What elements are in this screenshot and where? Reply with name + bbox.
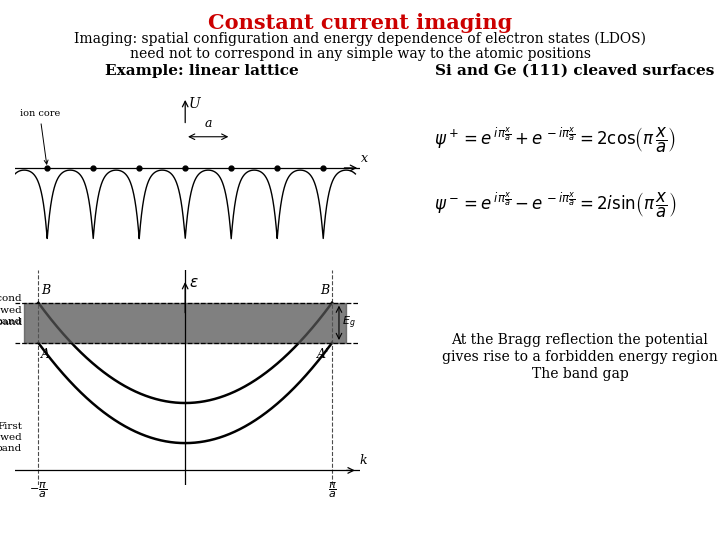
Text: need not to correspond in any simple way to the atomic positions: need not to correspond in any simple way… — [130, 47, 590, 61]
Text: a: a — [204, 117, 212, 130]
Text: First
allowed
band: First allowed band — [0, 422, 22, 453]
Text: $\psi^- = e^{\,i\pi\frac{x}{a}} - e^{\,-i\pi\frac{x}{a}} = 2i\sin\!\left(\pi\,\d: $\psi^- = e^{\,i\pi\frac{x}{a}} - e^{\,-… — [434, 191, 676, 220]
Text: gives rise to a forbidden energy region: gives rise to a forbidden energy region — [442, 350, 718, 364]
Text: U: U — [189, 97, 200, 111]
Text: A': A' — [318, 348, 330, 361]
Text: B: B — [320, 285, 330, 298]
Text: $\dfrac{\pi}{a}$: $\dfrac{\pi}{a}$ — [328, 481, 336, 500]
Text: B: B — [41, 285, 50, 298]
Text: $E_g$: $E_g$ — [342, 315, 356, 331]
Text: x: x — [361, 152, 368, 165]
Text: At the Bragg reflection the potential: At the Bragg reflection the potential — [451, 333, 708, 347]
Text: A: A — [41, 348, 50, 361]
Text: Forbidden band: Forbidden band — [0, 319, 22, 327]
Text: Example: linear lattice: Example: linear lattice — [105, 64, 299, 78]
Text: Imaging: spatial configuration and energy dependence of electron states (LDOS): Imaging: spatial configuration and energ… — [74, 32, 646, 46]
Text: k: k — [359, 454, 366, 467]
Text: Si and Ge (111) cleaved surfaces: Si and Ge (111) cleaved surfaces — [435, 64, 714, 78]
Text: $\epsilon$: $\epsilon$ — [189, 275, 199, 291]
Text: Second
allowed
band: Second allowed band — [0, 294, 22, 326]
Text: $-\dfrac{\pi}{a}$: $-\dfrac{\pi}{a}$ — [30, 481, 48, 500]
Text: $\psi^+ = e^{\,i\pi\frac{x}{a}} + e^{\,-i\pi\frac{x}{a}} = 2\cos\!\left(\pi\,\df: $\psi^+ = e^{\,i\pi\frac{x}{a}} + e^{\,-… — [434, 125, 676, 154]
Text: The band gap: The band gap — [531, 367, 629, 381]
Text: ion core: ion core — [19, 109, 60, 164]
Text: Constant current imaging: Constant current imaging — [208, 13, 512, 33]
